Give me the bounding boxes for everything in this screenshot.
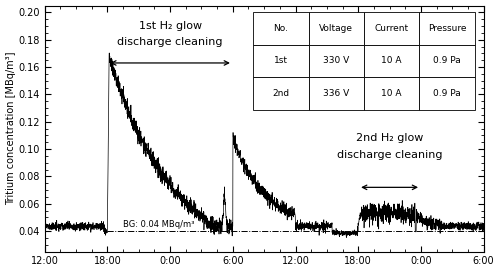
Text: discharge cleaning: discharge cleaning <box>118 38 223 47</box>
Text: discharge cleaning: discharge cleaning <box>337 150 442 160</box>
Text: 1st H₂ glow: 1st H₂ glow <box>138 21 202 31</box>
Text: 2nd H₂ glow: 2nd H₂ glow <box>356 133 424 143</box>
Text: BG: 0.04 MBq/m³: BG: 0.04 MBq/m³ <box>123 220 194 229</box>
Y-axis label: Tritium concentration [MBq/m³]: Tritium concentration [MBq/m³] <box>6 52 16 205</box>
